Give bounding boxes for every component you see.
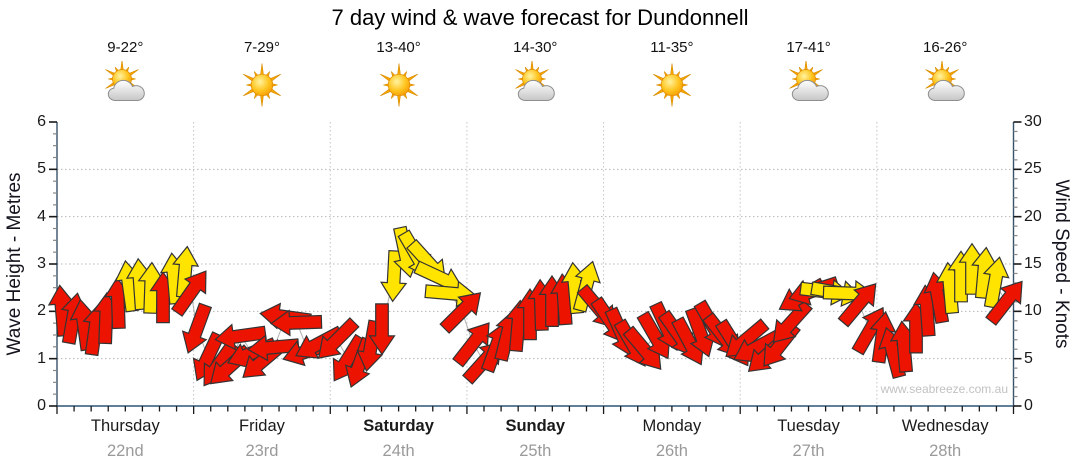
day-date: 22nd [106, 442, 144, 460]
wind-arrow [368, 303, 396, 356]
temperature-range: 11-35° [650, 39, 694, 56]
wind-arrow [269, 309, 323, 337]
temperature-range: 13-40° [376, 39, 421, 56]
left-axis-tick-label: 5 [37, 160, 46, 178]
day-date: 28th [929, 442, 962, 460]
left-axis-tick-label: 4 [37, 207, 46, 225]
sun-icon [239, 61, 285, 107]
right-axis-tick-label: 0 [1024, 397, 1033, 414]
day-date: 26th [655, 442, 688, 460]
sun-cloud-icon [786, 61, 832, 107]
temperature-range: 17-41° [786, 39, 831, 56]
temperature-range: 9-22° [107, 39, 144, 56]
sun-icon [649, 61, 695, 107]
wind-arrow [214, 323, 267, 351]
temperature-range: 16-26° [922, 39, 968, 56]
right-axis-tick-label: 15 [1024, 255, 1042, 272]
wind-arrow [837, 283, 877, 328]
wind-arrow [452, 322, 490, 368]
wind-arrow [985, 280, 1023, 326]
day-name: Sunday [505, 417, 566, 435]
wind-arrow-strong [982, 256, 1010, 309]
left-axis-title: Wave Height - Metres [4, 172, 25, 356]
left-axis-tick-label: 1 [37, 349, 46, 367]
left-axis-tick-label: 0 [37, 397, 46, 414]
right-axis-tick-label: 10 [1024, 302, 1042, 320]
day-name: Monday [642, 417, 702, 435]
left-axis-tick-label: 6 [37, 113, 46, 130]
watermark: www.seabreeze.com.au [880, 382, 1008, 396]
sun-cloud-icon [512, 61, 558, 107]
day-name: Saturday [363, 417, 434, 435]
sun-cloud-icon [922, 61, 968, 107]
day-date: 25th [519, 442, 552, 460]
day-date: 23rd [245, 442, 279, 460]
sun-cloud-icon [102, 61, 148, 107]
wind-arrow [181, 302, 213, 354]
day-name: Wednesday [901, 417, 989, 435]
right-axis-tick-label: 25 [1024, 160, 1042, 178]
temperature-range: 7-29° [243, 39, 280, 56]
left-axis-tick-label: 3 [37, 255, 46, 272]
right-axis-tick-label: 20 [1024, 207, 1042, 225]
temperature-range: 14-30° [513, 39, 558, 56]
left-axis-tick-label: 2 [37, 302, 46, 320]
wind-arrow [170, 270, 207, 317]
right-axis-tick-label: 5 [1024, 349, 1033, 367]
wind-arrow [439, 292, 482, 334]
wind-arrow [317, 317, 360, 359]
sun-icon [376, 61, 422, 107]
right-axis-title: Wind Speed - Knots [1051, 179, 1072, 349]
day-name: Tuesday [777, 417, 840, 435]
day-name: Friday [239, 417, 285, 435]
right-axis-tick-label: 30 [1024, 113, 1042, 130]
day-name: Thursday [90, 417, 160, 435]
day-date: 27th [792, 442, 825, 460]
wind-arrow [772, 299, 813, 343]
day-date: 24th [382, 442, 415, 460]
chart-title: 7 day wind & wave forecast for Dundonnel… [331, 5, 749, 30]
